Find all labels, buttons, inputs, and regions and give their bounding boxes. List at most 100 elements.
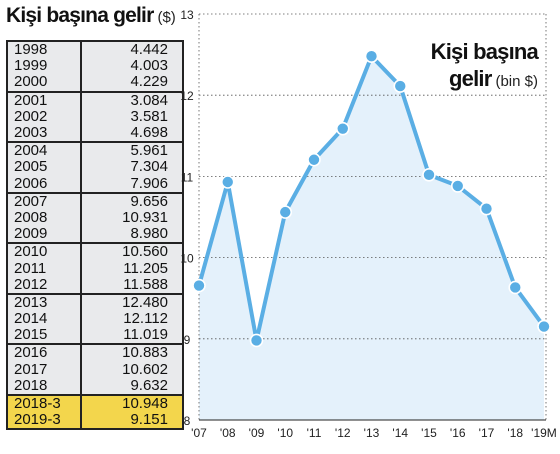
table-value-cell: 10.948: [81, 393, 183, 413]
table-value-cell: 7.304: [81, 159, 183, 176]
x-tick-label: '18: [507, 426, 523, 440]
income-table: 1998 4.442 1999 4.003 2000 4.229 2001 3.084 2002…: [6, 40, 184, 431]
chart-title-line1: Kişi başına: [430, 39, 539, 64]
y-tick-label: 12: [180, 89, 194, 103]
table-year-cell: 2000: [7, 74, 82, 92]
data-point: [307, 152, 321, 167]
table-value-cell: 3.581: [81, 108, 183, 125]
table-value-cell: 11.019: [81, 327, 183, 345]
table-year-cell: 2018: [7, 377, 82, 395]
x-tick-label: '08: [220, 426, 236, 440]
table-year-cell: 2009: [7, 226, 82, 244]
table-row: 2016 10.883: [7, 343, 183, 362]
data-point: [335, 121, 350, 136]
data-point: [537, 319, 551, 334]
table-year-cell: 2017: [7, 361, 82, 378]
table-title-unit: ($): [157, 9, 176, 26]
table-value-cell: 10.883: [81, 343, 183, 362]
x-tick-label: '17: [479, 426, 495, 440]
table-row: 2005 7.304: [7, 159, 183, 176]
data-point: [249, 333, 264, 348]
table-value-cell: 8.980: [81, 226, 183, 244]
table-value-cell: 4.229: [81, 74, 183, 92]
x-tick-label: '15: [421, 426, 437, 440]
table-value-cell: 10.560: [81, 242, 183, 261]
table-row: 1999 4.003: [7, 58, 183, 75]
data-point: [508, 280, 523, 295]
table-year-cell: 2015: [7, 327, 82, 345]
data-point: [364, 49, 379, 64]
table-year-cell: 2005: [7, 159, 82, 176]
table-row: 2012 11.588: [7, 276, 183, 294]
table-row: 2009 8.980: [7, 226, 183, 244]
table-row: 2019-3 9.151: [7, 412, 183, 430]
y-tick-label: 9: [184, 333, 191, 347]
table-year-cell: 1999: [7, 58, 82, 75]
x-tick-label: '10: [277, 426, 293, 440]
x-tick-label: '14: [392, 426, 408, 440]
data-point: [393, 79, 408, 93]
y-tick-label: 13: [180, 8, 194, 22]
table-row: 2018 9.632: [7, 377, 183, 395]
x-tick-label: '07: [191, 426, 207, 440]
x-tick-label: '13: [364, 426, 380, 440]
table-value-cell: 5.961: [81, 141, 183, 160]
table-value-cell: 9.656: [81, 191, 183, 210]
table-value-cell: 9.151: [81, 412, 183, 430]
table-value-cell: 12.480: [81, 292, 183, 311]
table-value-cell: 10.602: [81, 361, 183, 378]
table-year-cell: 2012: [7, 276, 82, 294]
data-point: [278, 205, 293, 219]
table-year-cell: 2007: [7, 191, 82, 210]
x-tick-label: '11: [307, 426, 322, 440]
table-row: 2017 10.602: [7, 361, 183, 378]
table-year-cell: 2001: [7, 90, 82, 109]
x-tick-label: '19M: [531, 426, 557, 440]
data-point: [450, 179, 465, 193]
data-point: [192, 278, 206, 293]
table-value-cell: 10.931: [81, 209, 183, 227]
table-row: 2010 10.560: [7, 242, 183, 261]
table-value-cell: 11.205: [81, 260, 183, 277]
table-year-cell: 1998: [7, 41, 82, 59]
table-value-cell: 12.112: [81, 311, 183, 328]
table-year-cell: 2013: [7, 292, 82, 311]
table-row: 2000 4.229: [7, 74, 183, 92]
table-row: 2006 7.906: [7, 175, 183, 193]
table-title-main: Kişi başına gelir: [6, 4, 154, 27]
table-row: 2015 11.019: [7, 327, 183, 345]
table-year-cell: 2003: [7, 124, 82, 143]
x-tick-label: '12: [335, 426, 351, 440]
table-value-cell: 11.588: [81, 276, 183, 294]
x-tick-label: '09: [249, 426, 265, 440]
table-year-cell: 2004: [7, 141, 82, 160]
table-row: 2003 4.698: [7, 124, 183, 143]
table-row: 2014 12.112: [7, 311, 183, 328]
table-year-cell: 2006: [7, 175, 82, 193]
table-row: 2011 11.205: [7, 260, 183, 277]
x-tick-label: '16: [450, 426, 466, 440]
table-row: 2007 9.656: [7, 191, 183, 210]
table-year-cell: 2019-3: [7, 412, 82, 430]
table-row: 1998 4.442: [7, 41, 183, 59]
data-point: [422, 168, 436, 182]
y-tick-label: 10: [180, 252, 194, 266]
area-fill: [199, 56, 544, 420]
table-year-cell: 2008: [7, 209, 82, 227]
table-year-cell: 2016: [7, 343, 82, 362]
table-value-cell: 4.442: [81, 41, 183, 59]
table-row: 2004 5.961: [7, 141, 183, 160]
table-value-cell: 4.698: [81, 124, 183, 143]
table-value-cell: 3.084: [81, 90, 183, 109]
table-year-cell: 2011: [7, 260, 82, 277]
table-row: 2013 12.480: [7, 292, 183, 311]
table-row: 2018-3 10.948: [7, 393, 183, 413]
table-value-cell: 7.906: [81, 175, 183, 193]
table-row: 2008 10.931: [7, 209, 183, 227]
chart-title: Kişi başına gelir (bin $): [430, 38, 539, 95]
table-row: 2001 3.084: [7, 90, 183, 109]
table-year-cell: 2014: [7, 311, 82, 328]
chart-title-line2: gelir: [449, 66, 492, 91]
chart-title-unit: (bin $): [495, 73, 538, 90]
